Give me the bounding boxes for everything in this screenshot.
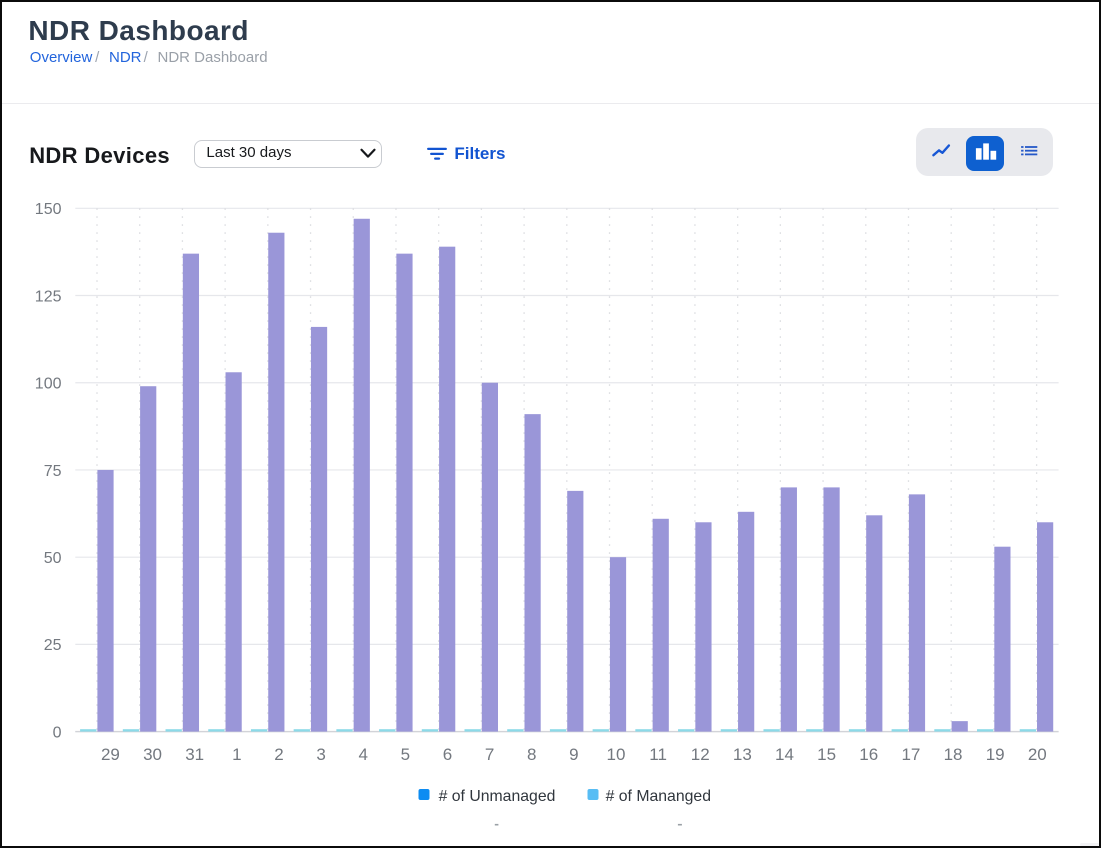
svg-text:7: 7 (485, 745, 494, 764)
svg-text:14: 14 (775, 745, 794, 764)
svg-text:15: 15 (817, 745, 836, 764)
svg-text:125: 125 (35, 288, 62, 305)
svg-text:# of Unmanaged: # of Unmanaged (439, 788, 556, 805)
svg-text:3: 3 (316, 745, 325, 764)
svg-text:13: 13 (733, 745, 752, 764)
svg-text:20: 20 (1028, 745, 1047, 764)
svg-text:100: 100 (35, 376, 62, 393)
svg-text:4: 4 (358, 745, 367, 764)
svg-text:0: 0 (53, 724, 62, 741)
svg-text:2: 2 (274, 745, 283, 764)
svg-text:12: 12 (691, 745, 710, 764)
svg-text:29: 29 (101, 745, 120, 764)
svg-text:1: 1 (232, 745, 241, 764)
svg-text:19: 19 (986, 745, 1005, 764)
svg-text:5: 5 (401, 745, 410, 764)
svg-text:18: 18 (944, 745, 963, 764)
svg-text:150: 150 (35, 201, 62, 218)
svg-text:25: 25 (44, 637, 62, 654)
svg-text:31: 31 (185, 745, 204, 764)
svg-text:75: 75 (44, 463, 62, 480)
svg-text:16: 16 (859, 745, 878, 764)
svg-text:50: 50 (44, 550, 62, 567)
svg-text:9: 9 (569, 745, 578, 764)
svg-text:6: 6 (443, 745, 452, 764)
svg-text:30: 30 (143, 745, 162, 764)
svg-text:# of Mananged: # of Mananged (606, 788, 711, 805)
svg-text:8: 8 (527, 745, 536, 764)
svg-text:10: 10 (607, 745, 626, 764)
svg-text:17: 17 (901, 745, 920, 764)
svg-text:11: 11 (649, 745, 667, 764)
